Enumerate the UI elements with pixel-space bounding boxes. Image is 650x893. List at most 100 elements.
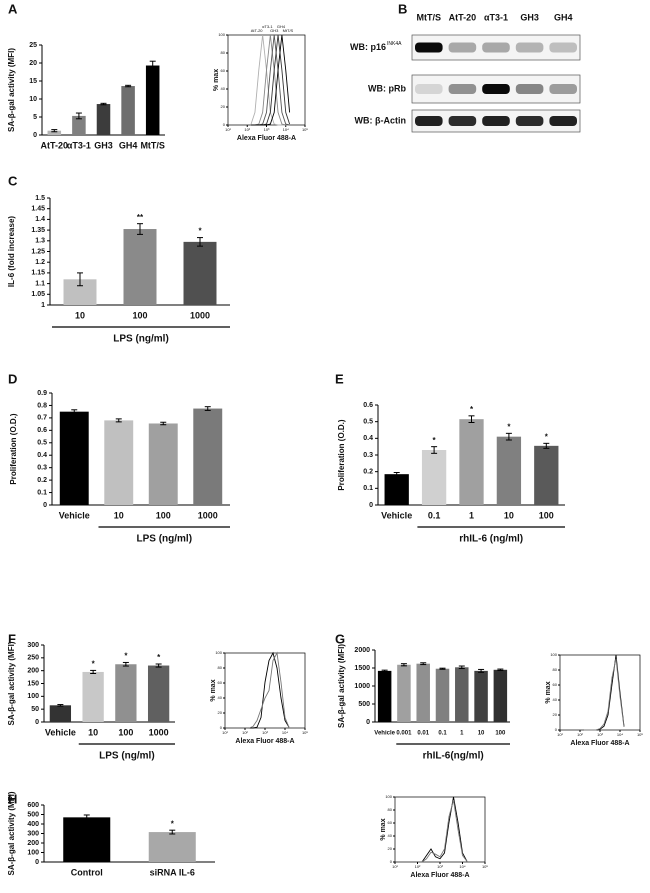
plot-frame — [559, 654, 641, 731]
x-tick-label: Vehicle — [45, 727, 76, 737]
y-tick-label: 0.1 — [363, 485, 373, 492]
x-tick-label: 1000 — [149, 727, 169, 737]
significance: * — [124, 652, 128, 661]
y-tick-label: 0 — [223, 122, 226, 127]
bar — [121, 86, 135, 135]
panel-letter: C — [8, 173, 18, 188]
y-tick-label: 0.4 — [363, 435, 373, 442]
panel-letter: H — [8, 791, 17, 806]
x-tick-label: 10 — [88, 727, 98, 737]
y-axis-label: Proliferation (O.D.) — [337, 419, 346, 490]
y-tick-label: 1.4 — [35, 216, 45, 223]
lane-label: αT3-1 — [484, 12, 508, 22]
y-axis-label: SA-β-gal activity (MFI) — [7, 641, 16, 725]
y-tick-label: 100 — [27, 849, 39, 856]
x-tick-label: 10² — [577, 732, 583, 737]
significance: * — [433, 436, 437, 445]
bar — [496, 436, 522, 505]
significance: ** — [137, 213, 144, 222]
y-tick-label: 300 — [27, 642, 39, 649]
band — [448, 42, 477, 53]
bar — [183, 241, 217, 305]
x-tick-label: 100 — [118, 727, 133, 737]
group-label: LPS (ng/ml) — [136, 534, 192, 545]
x-tick-label: 10⁵ — [302, 730, 308, 735]
y-axis-label: SA-β-gal activity (MFI) — [337, 644, 346, 728]
x-tick-label: 10³ — [437, 864, 443, 869]
y-tick-label: 60 — [553, 682, 558, 687]
group-label: LPS (ng/ml) — [99, 751, 155, 762]
x-tick-label: 10⁴ — [282, 730, 288, 735]
bar — [377, 670, 392, 722]
x-axis-label: Alexa Fluor 488-A — [410, 872, 469, 879]
y-tick-label: 60 — [388, 820, 393, 825]
x-tick-label: Vehicle — [381, 510, 412, 520]
x-tick-label: 10⁵ — [302, 127, 308, 132]
x-tick-label: 10⁵ — [637, 732, 643, 737]
significance: * — [545, 432, 549, 441]
band — [515, 116, 544, 126]
y-tick-label: 5 — [33, 114, 37, 121]
y-tick-label: 0 — [33, 132, 37, 139]
y-tick-label: 400 — [27, 821, 39, 828]
curve — [248, 651, 290, 729]
x-tick-label: 10 — [504, 510, 514, 520]
y-tick-label: 1.15 — [31, 270, 45, 277]
significance: * — [507, 422, 511, 431]
bar — [493, 669, 508, 722]
x-axis-label: Alexa Fluor 488-A — [237, 135, 296, 142]
x-tick-label: 10³ — [264, 127, 270, 132]
bar — [148, 832, 196, 862]
lane-label: AtT-20 — [449, 12, 477, 22]
bar — [147, 665, 170, 722]
y-tick-label: 0.2 — [37, 477, 47, 484]
x-tick-label: 10¹ — [222, 730, 228, 735]
y-tick-label: 0.5 — [363, 419, 373, 426]
band — [515, 42, 544, 53]
curve-label: AtT-20 — [251, 28, 264, 33]
bar — [123, 229, 157, 305]
band — [448, 84, 477, 94]
y-tick-label: 1.5 — [35, 195, 45, 202]
x-tick-label: 100 — [132, 310, 147, 320]
y-tick-label: 20 — [388, 846, 393, 851]
y-tick-label: 0 — [366, 719, 370, 726]
x-tick-label: 0.1 — [438, 731, 447, 737]
x-tick-label: MtT/S — [140, 140, 165, 150]
lane-label: GH3 — [520, 12, 539, 22]
y-tick-label: 40 — [218, 695, 223, 700]
bar — [63, 817, 111, 862]
bar — [82, 671, 104, 722]
band — [482, 42, 510, 53]
x-tick-label: siRNA IL-6 — [150, 867, 195, 877]
curve — [421, 800, 468, 863]
bar — [96, 104, 111, 135]
y-axis-label: % max — [380, 818, 387, 840]
panel-letter: D — [8, 371, 17, 386]
y-tick-label: 0 — [220, 725, 223, 730]
y-tick-label: 80 — [388, 807, 393, 812]
row-label: WB: p16 — [350, 42, 386, 52]
bar — [145, 65, 160, 135]
x-tick-label: GH3 — [94, 140, 113, 150]
y-tick-label: 0 — [369, 502, 373, 509]
y-tick-label: 100 — [218, 32, 225, 37]
panel-letter: F — [8, 631, 16, 646]
group-label: rhIL-6 (ng/ml) — [459, 534, 523, 545]
y-tick-label: 0.5 — [37, 440, 47, 447]
y-tick-label: 0 — [35, 719, 39, 726]
band — [549, 116, 577, 126]
y-tick-label: 0 — [555, 727, 558, 732]
bar — [421, 450, 447, 505]
lane-label: MtT/S — [417, 12, 442, 22]
y-tick-label: 1000 — [354, 683, 370, 690]
x-tick-label: 10¹ — [225, 127, 231, 132]
y-tick-label: 1.35 — [31, 227, 45, 234]
curve — [583, 658, 625, 731]
y-tick-label: 0.3 — [37, 465, 47, 472]
x-axis-label: Alexa Fluor 488-A — [235, 738, 294, 745]
y-tick-label: 40 — [221, 86, 226, 91]
y-tick-label: 20 — [29, 60, 37, 67]
y-tick-label: 80 — [221, 50, 226, 55]
